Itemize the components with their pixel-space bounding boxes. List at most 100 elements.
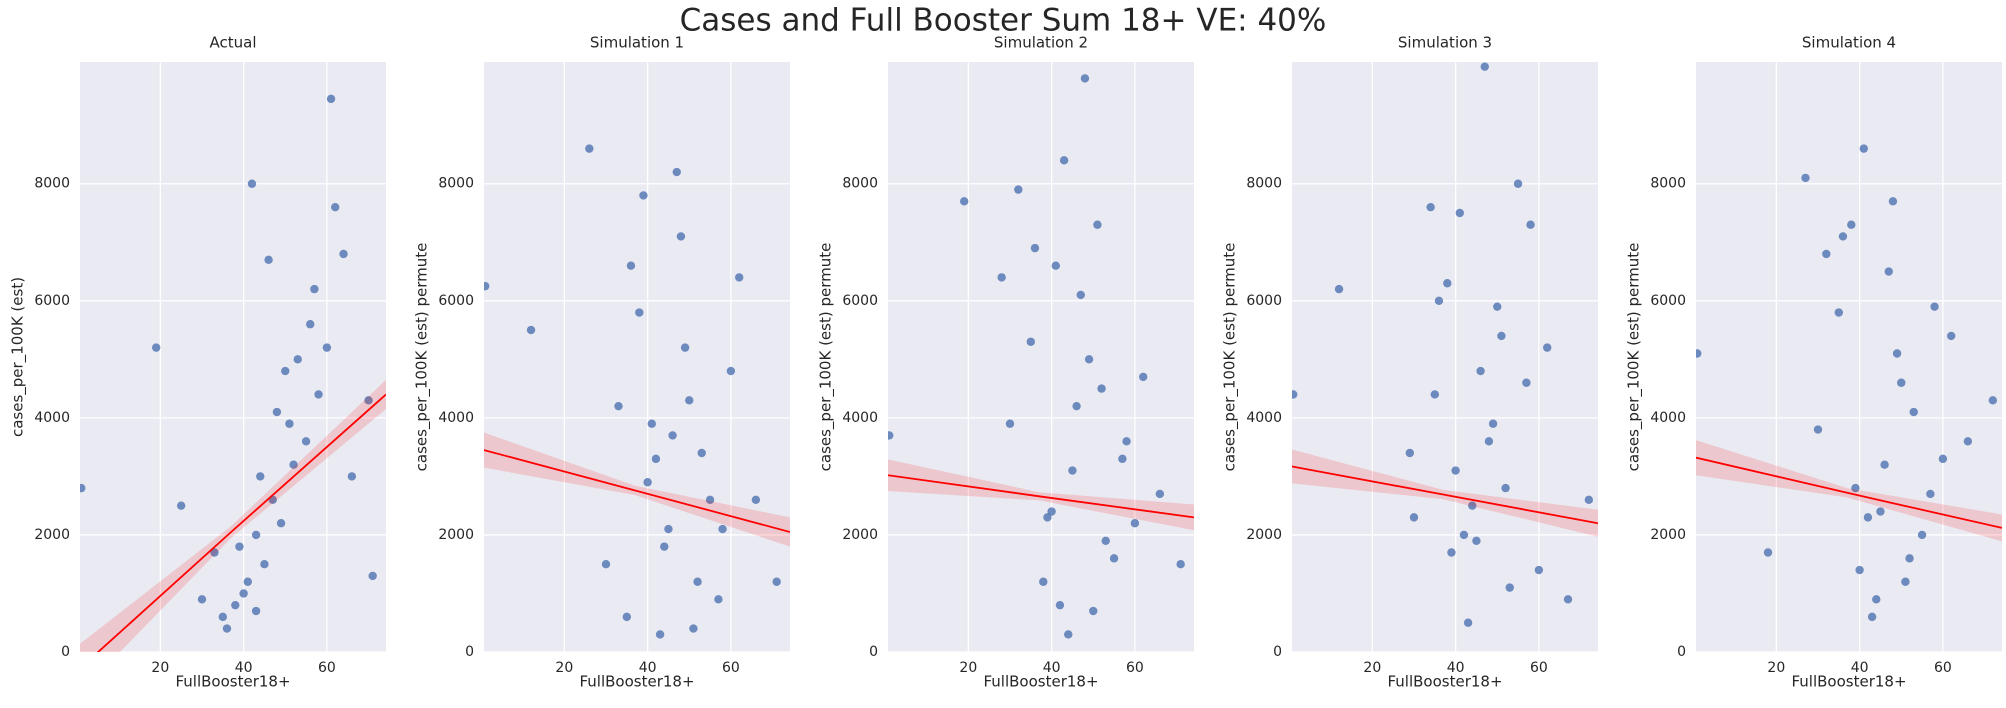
x-axis-label: FullBooster18+ bbox=[983, 673, 1098, 691]
point bbox=[1696, 349, 1702, 358]
point bbox=[1139, 372, 1148, 382]
point bbox=[689, 624, 698, 633]
x-tick-label: 60 bbox=[318, 660, 336, 676]
y-tick-label: 6000 bbox=[438, 293, 474, 309]
point bbox=[685, 396, 694, 405]
point bbox=[1097, 384, 1106, 393]
point bbox=[1068, 466, 1077, 475]
point bbox=[1064, 630, 1073, 639]
plot-area bbox=[80, 94, 386, 652]
point bbox=[668, 431, 677, 440]
point bbox=[1888, 197, 1898, 206]
point bbox=[1863, 513, 1873, 522]
point bbox=[714, 595, 723, 604]
point bbox=[726, 366, 736, 376]
point bbox=[1813, 425, 1823, 434]
point bbox=[231, 600, 240, 610]
point bbox=[997, 273, 1006, 282]
point bbox=[1763, 548, 1773, 557]
point bbox=[239, 589, 248, 598]
point bbox=[1847, 220, 1856, 229]
point bbox=[1855, 565, 1864, 575]
x-tick-label: 40 bbox=[1043, 660, 1061, 676]
y-tick-label: 0 bbox=[1677, 644, 1686, 660]
point bbox=[1122, 437, 1131, 446]
point bbox=[256, 472, 265, 481]
plot-area bbox=[1696, 144, 2002, 622]
point bbox=[635, 308, 644, 317]
regression-line bbox=[888, 474, 1194, 519]
y-tick-label: 6000 bbox=[842, 293, 878, 309]
subplot: 0 2000 4000 6000 8000 20 40 60 Actual FullBooster… bbox=[9, 34, 386, 691]
x-tick-label: 40 bbox=[639, 660, 657, 676]
point bbox=[1897, 378, 1906, 387]
point bbox=[651, 454, 661, 464]
point bbox=[1072, 401, 1081, 411]
point bbox=[1076, 290, 1085, 300]
y-tick-label: 6000 bbox=[1246, 293, 1282, 309]
point bbox=[251, 606, 261, 616]
point bbox=[1534, 565, 1544, 575]
point bbox=[1084, 355, 1094, 364]
point bbox=[368, 571, 377, 581]
point bbox=[1892, 349, 1902, 358]
point bbox=[1047, 507, 1056, 516]
y-tick-label: 0 bbox=[61, 644, 70, 660]
point bbox=[1472, 536, 1481, 545]
point bbox=[1130, 519, 1140, 528]
y-tick-label: 0 bbox=[465, 644, 474, 660]
point bbox=[1867, 612, 1877, 622]
point bbox=[693, 577, 702, 586]
point bbox=[1909, 407, 1918, 417]
x-tick-label: 40 bbox=[1447, 660, 1465, 676]
y-tick-label: 8000 bbox=[1246, 176, 1282, 192]
point bbox=[1543, 343, 1552, 352]
plot-background bbox=[1292, 62, 1598, 652]
y-axis-label: cases_per_100K (est) permute bbox=[1221, 243, 1240, 472]
subplot: 0 2000 4000 6000 8000 20 40 60 Simulation 3 FullB… bbox=[1221, 34, 1598, 691]
point bbox=[331, 202, 340, 212]
point bbox=[1292, 390, 1298, 399]
point bbox=[1455, 208, 1464, 218]
point bbox=[1851, 483, 1860, 493]
plot-background bbox=[1696, 62, 2002, 652]
point bbox=[339, 249, 348, 259]
point bbox=[655, 630, 665, 639]
point bbox=[672, 167, 681, 177]
point bbox=[664, 524, 673, 534]
x-axis-label: FullBooster18+ bbox=[579, 673, 694, 691]
point bbox=[347, 472, 357, 481]
point bbox=[1409, 513, 1419, 522]
point bbox=[614, 401, 623, 411]
point bbox=[680, 343, 690, 352]
x-tick-label: 60 bbox=[1530, 660, 1548, 676]
x-tick-label: 60 bbox=[1126, 660, 1144, 676]
point bbox=[1884, 267, 1893, 276]
x-axis-label: FullBooster18+ bbox=[1791, 673, 1906, 691]
point bbox=[1522, 378, 1531, 387]
point bbox=[601, 560, 611, 569]
plot-background bbox=[888, 62, 1194, 652]
point bbox=[526, 325, 536, 335]
point bbox=[197, 595, 207, 604]
x-axis-label: FullBooster18+ bbox=[175, 673, 290, 691]
y-tick-label: 0 bbox=[869, 644, 878, 660]
y-axis-label: cases_per_100K (est) permute bbox=[413, 243, 432, 472]
x-tick-label: 40 bbox=[235, 660, 253, 676]
point bbox=[1039, 577, 1048, 586]
y-tick-label: 4000 bbox=[438, 410, 474, 426]
point bbox=[1859, 144, 1868, 153]
subplot: 0 2000 4000 6000 8000 20 40 60 Simulation 1 FullB… bbox=[413, 34, 790, 691]
point bbox=[1834, 308, 1844, 317]
point bbox=[1838, 232, 1848, 241]
regression-line bbox=[1292, 465, 1598, 525]
point bbox=[222, 624, 232, 633]
point bbox=[1089, 606, 1098, 616]
point bbox=[293, 355, 302, 364]
point bbox=[210, 548, 219, 557]
point bbox=[585, 144, 594, 153]
point bbox=[151, 343, 161, 352]
confidence-band bbox=[888, 459, 1194, 531]
subplot-title: Actual bbox=[210, 34, 257, 52]
point bbox=[301, 437, 311, 446]
